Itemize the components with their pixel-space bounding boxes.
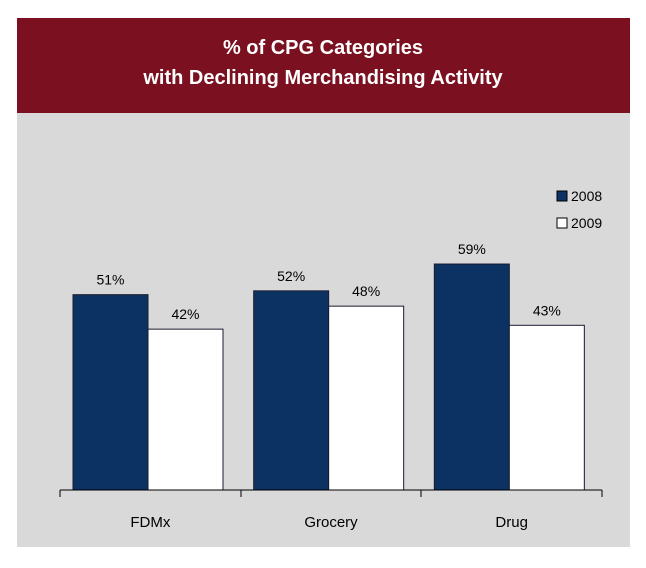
bar [253,290,330,491]
data-label: 43% [533,302,561,318]
x-tick-label: Drug [495,514,528,531]
data-label: 59% [458,241,486,257]
x-tick-label: FDMx [130,514,170,531]
legend-label: 2008 [571,188,602,204]
bar [328,305,405,491]
x-tick-label: Grocery [304,514,358,531]
data-label: 51% [96,272,124,288]
legend-swatch [556,190,568,202]
bar [147,328,224,491]
bar [508,324,585,491]
legend-swatch [556,217,568,229]
bar [433,263,510,491]
data-label: 52% [277,268,305,284]
legend-label: 2009 [571,215,602,231]
chart-title: with Declining Merchandising Activity [142,67,503,89]
plot-area: FDMx 51% 42% Grocery 52% 48% Drug 59% 43% 2008 200… [72,188,602,531]
bar [72,294,149,491]
title-banner [17,18,630,113]
data-label: 42% [171,306,199,322]
chart-title: % of CPG Categories [223,37,423,59]
data-label: 48% [352,283,380,299]
